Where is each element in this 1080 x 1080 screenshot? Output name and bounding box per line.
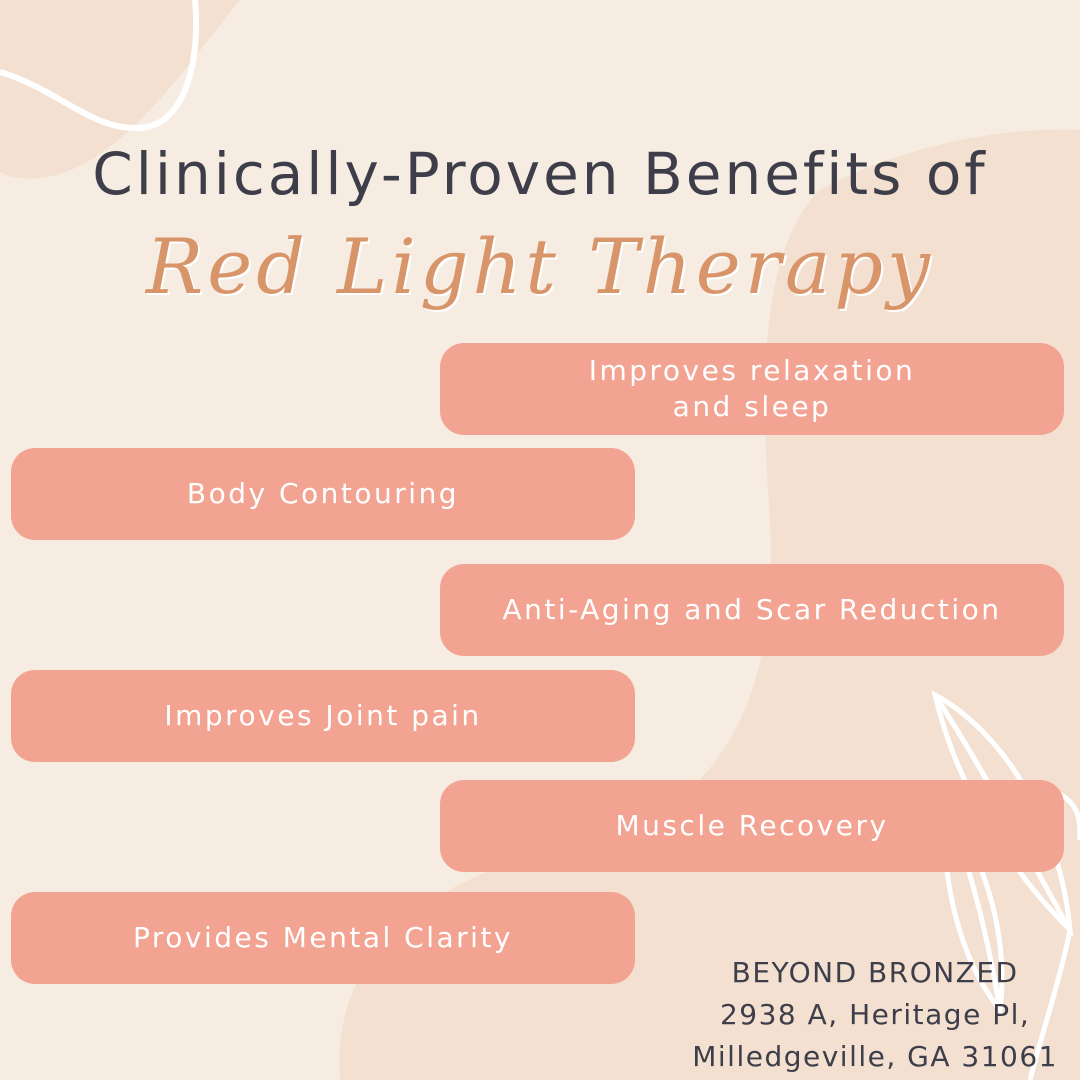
business-address: BEYOND BRONZED 2938 A, Heritage Pl, Mill… [692, 952, 1058, 1078]
address-line-1: 2938 A, Heritage Pl, [719, 998, 1031, 1031]
benefit-label: Muscle Recovery [615, 809, 889, 842]
wave-line-icon [0, 0, 200, 132]
benefit-pill: Improves relaxation and sleep [440, 343, 1064, 435]
benefit-pill: Body Contouring [11, 448, 635, 540]
business-name: BEYOND BRONZED [731, 956, 1019, 989]
benefit-label: Provides Mental Clarity [132, 921, 514, 954]
page-subtitle: Red Light Therapy [146, 222, 934, 311]
top-left-blob [0, 0, 240, 179]
benefit-pill: Improves Joint pain [11, 670, 635, 762]
benefit-pill: Provides Mental Clarity [11, 892, 635, 984]
benefit-label: Anti-Aging and Scar Reduction [502, 593, 1002, 626]
address-line-2: Milledgeville, GA 31061 [692, 1040, 1058, 1073]
benefit-label: Improves Joint pain [164, 699, 482, 732]
benefit-label: Body Contouring [186, 477, 460, 510]
benefit-pill: Anti-Aging and Scar Reduction [440, 564, 1064, 656]
page-title: Clinically-Proven Benefits of [92, 140, 988, 208]
benefit-label: Improves relaxation and sleep [588, 354, 916, 423]
benefit-pill: Muscle Recovery [440, 780, 1064, 872]
